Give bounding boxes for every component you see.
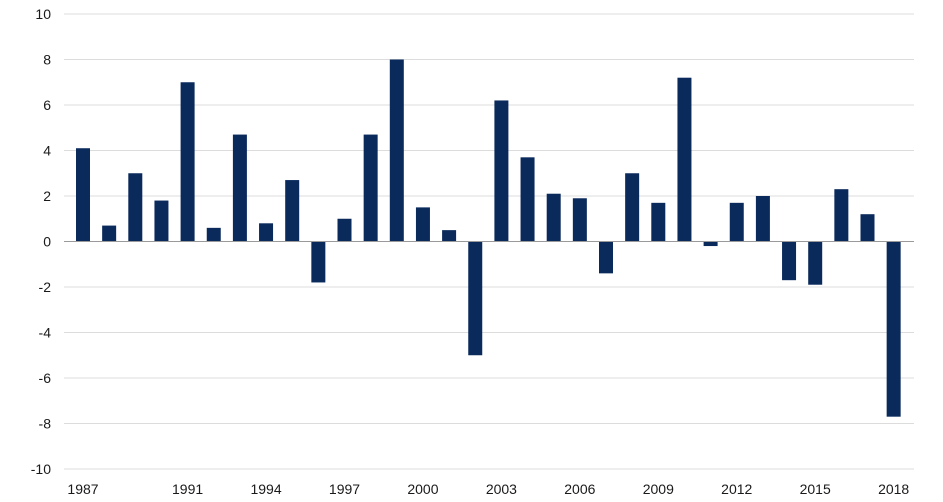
bar-1991 <box>180 82 195 242</box>
bar-2014 <box>782 241 797 281</box>
y-tick-label: -10 <box>31 461 51 477</box>
y-tick-label: -2 <box>39 279 52 295</box>
bar-1995 <box>285 180 300 242</box>
bar-2010 <box>677 77 692 242</box>
bar-1998 <box>363 134 378 242</box>
bar-2011 <box>703 241 718 247</box>
bar-2015 <box>808 241 823 285</box>
bar-2004 <box>520 157 535 242</box>
x-tick-label: 2000 <box>407 481 438 497</box>
bar-1992 <box>206 227 221 242</box>
bar-1994 <box>259 223 274 242</box>
y-tick-label: -6 <box>39 370 52 386</box>
bar-2018 <box>886 241 901 417</box>
bar-1988 <box>102 225 117 242</box>
y-tick-label: 8 <box>43 52 51 68</box>
bar-1990 <box>154 200 169 242</box>
x-tick-label: 1994 <box>250 481 281 497</box>
y-tick-label: -8 <box>39 416 52 432</box>
bar-1999 <box>389 59 404 242</box>
bar-2017 <box>860 214 875 242</box>
bar-2008 <box>625 173 640 242</box>
bar-2006 <box>572 198 587 242</box>
x-tick-label: 1991 <box>172 481 203 497</box>
bar-2003 <box>494 100 509 242</box>
y-axis-tick-labels: 10 8 6 4 2 0 -2 -4 -6 -8 -10 <box>31 6 51 477</box>
x-tick-label: 1987 <box>67 481 98 497</box>
bar-2016 <box>834 189 849 242</box>
x-tick-label: 2012 <box>721 481 752 497</box>
bar-1996 <box>311 241 326 283</box>
bar-2000 <box>415 207 430 242</box>
x-tick-label: 2003 <box>486 481 517 497</box>
y-tick-label: 2 <box>43 188 51 204</box>
x-tick-label: 2018 <box>878 481 909 497</box>
bar-2009 <box>651 202 666 242</box>
bars <box>76 59 901 417</box>
x-axis-tick-labels: 1987 1991 1994 1997 2000 2003 2006 2009 2012 2015… <box>67 481 909 497</box>
bar-2001 <box>442 230 457 242</box>
x-tick-label: 2015 <box>800 481 831 497</box>
x-tick-label: 2006 <box>564 481 595 497</box>
bar-1993 <box>232 134 247 242</box>
x-tick-label: 2009 <box>643 481 674 497</box>
bar-1997 <box>337 218 352 242</box>
y-tick-label: -4 <box>39 325 52 341</box>
y-tick-label: 4 <box>43 143 51 159</box>
bar-1989 <box>128 173 143 242</box>
gridlines <box>64 13 914 470</box>
y-tick-label: 10 <box>35 6 51 22</box>
x-tick-label: 1997 <box>329 481 360 497</box>
bar-2013 <box>755 196 770 242</box>
bar-2002 <box>468 241 483 356</box>
bar-2005 <box>546 193 561 242</box>
y-tick-label: 0 <box>43 234 51 250</box>
bar-2012 <box>729 202 744 242</box>
y-tick-label: 6 <box>43 97 51 113</box>
bar-1987 <box>76 148 90 242</box>
bar-2007 <box>599 241 613 274</box>
